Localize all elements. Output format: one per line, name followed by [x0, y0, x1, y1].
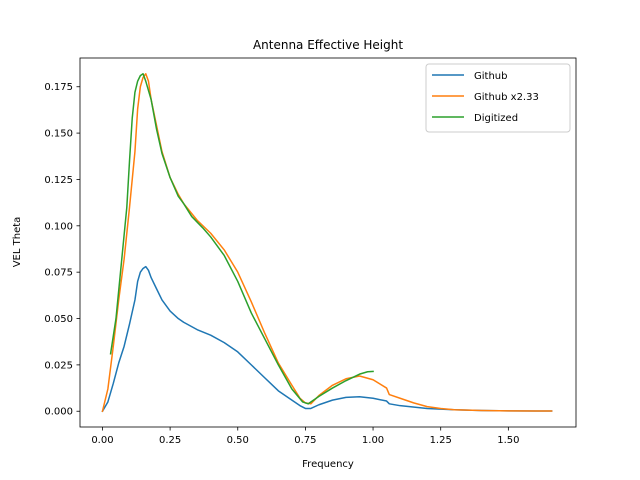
- y-tick-label: 0.050: [44, 314, 73, 325]
- y-tick-label: 0.075: [44, 268, 73, 279]
- x-tick-label: 0.00: [91, 435, 113, 446]
- x-tick-label: 0.25: [159, 435, 181, 446]
- series-line-3: [109, 73, 374, 405]
- y-axis-label: VEL Theta: [12, 217, 23, 268]
- x-tick-label: 0.50: [227, 435, 249, 446]
- plot-frame: [79, 57, 577, 428]
- y-tick-label: 0.150: [44, 129, 73, 140]
- series-line-1: [101, 265, 553, 413]
- x-tick-label: 1.00: [362, 435, 384, 446]
- legend-label-2: Github x2.33: [474, 92, 539, 103]
- x-axis: 0.00 0.25 0.50 0.75 1.00 1.25 1.50: [91, 427, 519, 446]
- x-tick-label: 1.25: [430, 435, 452, 446]
- chart-title: Antenna Effective Height: [253, 38, 403, 52]
- legend: Github Github x2.33 Digitized: [425, 63, 571, 133]
- y-tick-label: 0.025: [44, 360, 73, 371]
- x-tick-label: 1.50: [497, 435, 519, 446]
- y-tick-label: 0.000: [44, 407, 73, 418]
- series-lines: [101, 73, 553, 413]
- legend-label-3: Digitized: [474, 113, 518, 124]
- x-tick-label: 0.75: [294, 435, 316, 446]
- series-line-2: [101, 73, 553, 413]
- x-axis-label: Frequency: [302, 459, 354, 470]
- legend-label-1: Github: [474, 71, 507, 82]
- y-axis: 0.000 0.025 0.050 0.075 0.100 0.125 0.150 0.175: [44, 82, 80, 418]
- y-tick-label: 0.125: [44, 175, 73, 186]
- y-tick-label: 0.100: [44, 221, 73, 232]
- legend-box: [425, 63, 571, 133]
- y-tick-label: 0.175: [44, 82, 73, 93]
